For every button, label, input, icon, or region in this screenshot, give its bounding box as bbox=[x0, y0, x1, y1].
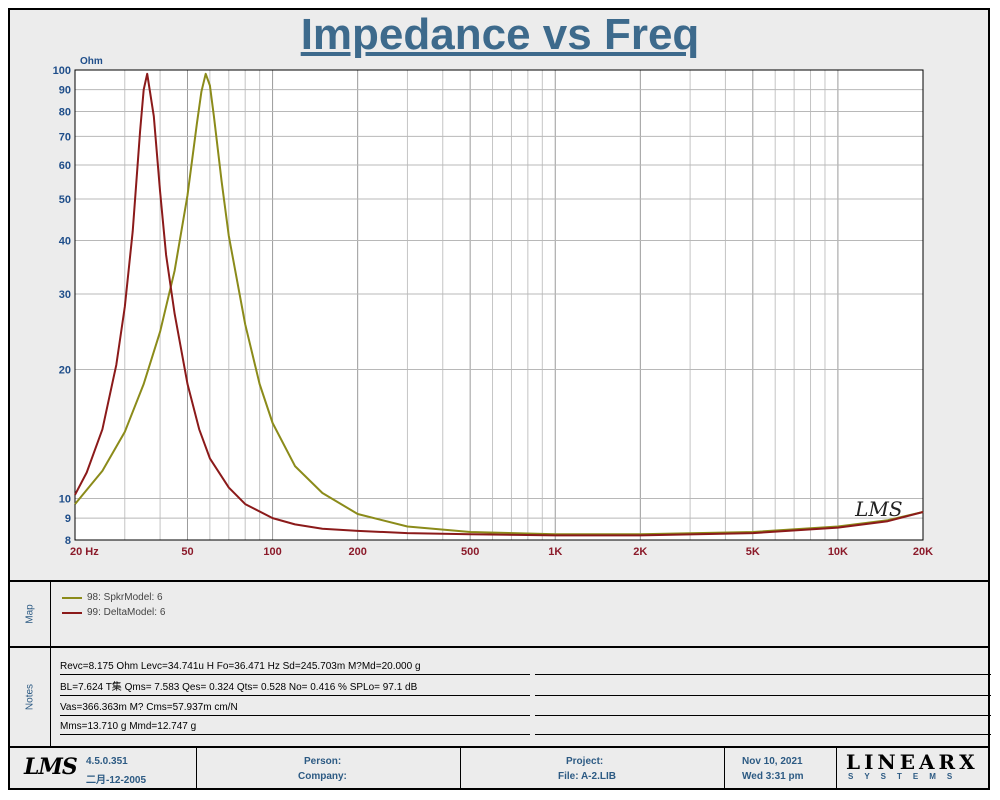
x-tick-label: 20 Hz bbox=[70, 546, 99, 558]
series-line-1 bbox=[74, 72, 924, 536]
note-blank-line bbox=[535, 720, 991, 735]
plot-area bbox=[75, 70, 923, 540]
y-axis-unit-label: Ohm bbox=[80, 56, 103, 67]
x-tick-label: 100 bbox=[263, 546, 281, 558]
linearx-logo: LINEARX bbox=[846, 750, 979, 774]
version-text: 4.5.0.351 bbox=[86, 756, 128, 767]
y-tick-label: 80 bbox=[59, 107, 71, 119]
time-text: Wed 3:31 pm bbox=[742, 771, 804, 782]
footer-project-cell: Project: File: A-2.LIB bbox=[460, 748, 725, 790]
legend-label-delta: 99: DeltaModel: 6 bbox=[87, 607, 166, 618]
x-tick-label: 1K bbox=[548, 546, 562, 558]
footer-date-cell: Nov 10, 2021 Wed 3:31 pm bbox=[724, 748, 837, 790]
legend-entry: 98: SpkrModel: 6 bbox=[62, 592, 163, 603]
legend-swatch-delta bbox=[62, 611, 82, 614]
lms-watermark: LMS bbox=[854, 497, 902, 521]
series-line-2 bbox=[74, 72, 924, 537]
impedance-chart: Ohm 8 9 10 20 30 40 50 60 70 80 90 100 20 Hz 50 100 200 5… bbox=[53, 56, 934, 558]
notes-label: Notes bbox=[24, 683, 36, 711]
x-tick-label: 5K bbox=[746, 546, 760, 558]
y-tick-label: 8 bbox=[65, 535, 71, 547]
footer-brand-cell: LINEARX SYSTEMS bbox=[836, 748, 988, 790]
y-tick-label: 90 bbox=[59, 85, 71, 97]
note-line-1: Revc=8.175 Ohm Levc=34.741u H Fo=36.471 … bbox=[60, 660, 530, 675]
project-label: Project: bbox=[566, 756, 604, 767]
lms-logo: LMS bbox=[24, 754, 78, 780]
note-blank-line bbox=[535, 660, 991, 675]
x-tick-label: 200 bbox=[348, 546, 366, 558]
y-tick-label: 100 bbox=[53, 65, 71, 77]
map-section: Map 98: SpkrModel: 6 99: DeltaModel: 6 bbox=[10, 580, 988, 646]
note-line-3: Vas=366.363m M? Cms=57.937m cm/N bbox=[60, 701, 530, 716]
y-tick-label: 70 bbox=[59, 131, 71, 143]
y-tick-label: 60 bbox=[59, 160, 71, 172]
y-tick-label: 10 bbox=[59, 493, 71, 505]
y-tick-label: 20 bbox=[59, 364, 71, 376]
footer: LMS 4.5.0.351 二月-12-2005 Person: Company… bbox=[10, 746, 988, 790]
footer-person-cell: Person: Company: bbox=[196, 748, 461, 790]
date-text: Nov 10, 2021 bbox=[742, 756, 803, 767]
systems-logo-text: SYSTEMS bbox=[848, 772, 964, 781]
file-label: File: A-2.LIB bbox=[558, 771, 616, 782]
person-label: Person: bbox=[304, 756, 342, 767]
company-label: Company: bbox=[298, 771, 347, 782]
map-label: Map bbox=[24, 604, 36, 624]
map-side-label: Map bbox=[10, 582, 51, 646]
notes-side-label: Notes bbox=[10, 648, 51, 746]
footer-version-cell: LMS 4.5.0.351 二月-12-2005 bbox=[10, 748, 197, 790]
y-tick-label: 40 bbox=[59, 236, 71, 248]
x-tick-label: 2K bbox=[633, 546, 647, 558]
note-line-2: BL=7.624 T集 Qms= 7.583 Qes= 0.324 Qts= 0… bbox=[60, 681, 530, 696]
y-tick-label: 50 bbox=[59, 194, 71, 206]
y-tick-label: 30 bbox=[59, 289, 71, 301]
x-tick-label: 50 bbox=[181, 546, 193, 558]
notes-section: Notes Revc=8.175 Ohm Levc=34.741u H Fo=3… bbox=[10, 646, 991, 746]
x-tick-label: 20K bbox=[913, 546, 933, 558]
legend-swatch-spkr bbox=[62, 596, 82, 599]
legend-entry: 99: DeltaModel: 6 bbox=[62, 607, 165, 618]
legend-label-spkr: 98: SpkrModel: 6 bbox=[87, 592, 163, 603]
x-tick-label: 500 bbox=[461, 546, 479, 558]
chart-title: Impedance vs Freq bbox=[300, 10, 700, 59]
y-tick-label: 9 bbox=[65, 513, 71, 525]
note-line-4: Mms=13.710 g Mmd=12.747 g bbox=[60, 720, 530, 735]
plot-border bbox=[74, 69, 924, 541]
note-blank-line bbox=[535, 681, 991, 696]
build-date-text: 二月-12-2005 bbox=[86, 775, 147, 786]
note-blank-line bbox=[535, 701, 991, 716]
x-tick-label: 10K bbox=[828, 546, 848, 558]
